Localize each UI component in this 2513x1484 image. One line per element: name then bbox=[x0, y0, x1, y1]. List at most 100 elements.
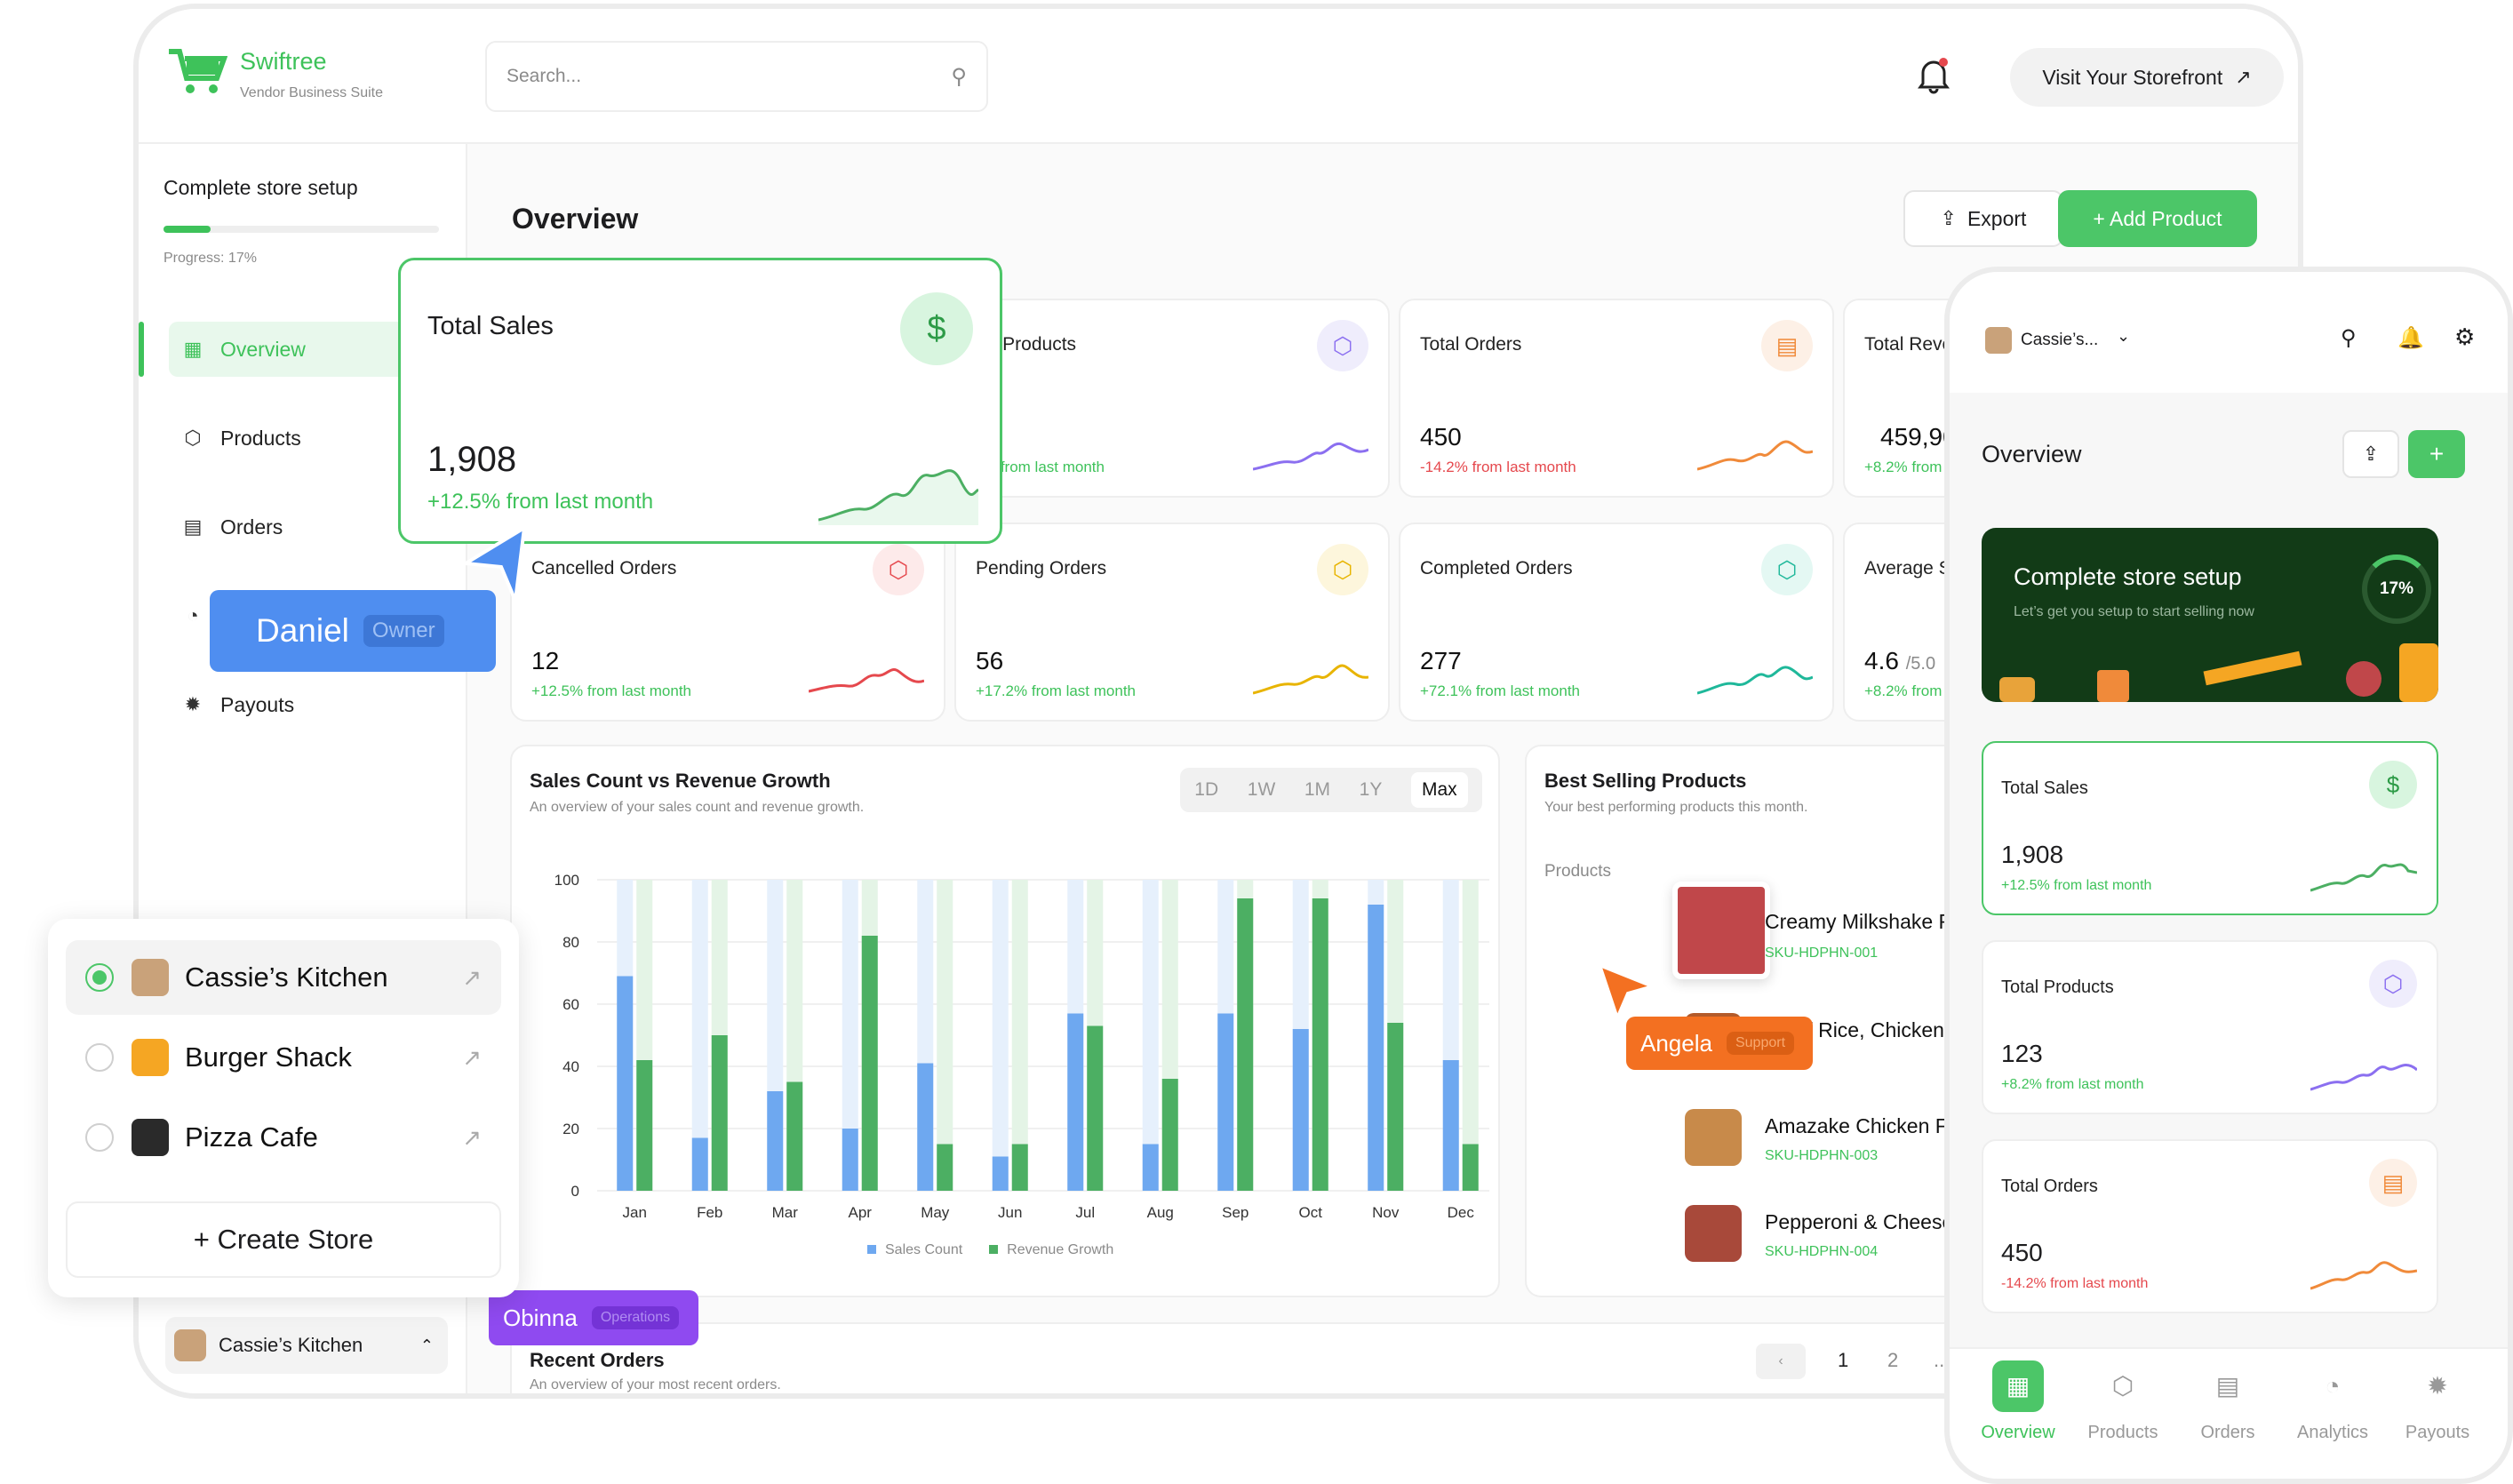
bar-revenue-growth bbox=[1161, 1079, 1178, 1191]
legend-label: Revenue Growth bbox=[1007, 1242, 1114, 1257]
sparkline bbox=[1253, 664, 1368, 695]
setup-title: Complete store setup bbox=[164, 176, 358, 199]
stat-title: Total Sales bbox=[2001, 778, 2088, 798]
export-button[interactable]: ⇪ Export bbox=[1903, 190, 2063, 247]
bar-sales-count bbox=[1142, 1144, 1159, 1191]
bar-revenue-growth bbox=[1237, 898, 1254, 1191]
bar-sales-count bbox=[1442, 1060, 1459, 1191]
total-sales-card[interactable]: Total Sales $ 1,908 +12.5% from last mon… bbox=[398, 258, 1002, 544]
mobile-nav-analytics[interactable]: ◔ Analytics bbox=[2280, 1360, 2385, 1443]
x-tick-label: Jun bbox=[998, 1204, 1022, 1221]
radio-unselected[interactable] bbox=[85, 1043, 114, 1072]
mobile-upload-button[interactable]: ⇪ bbox=[2342, 430, 2399, 478]
mobile-nav-products[interactable]: ⬡ Products bbox=[2070, 1360, 2175, 1443]
recent-orders-title: Recent Orders bbox=[530, 1349, 665, 1371]
mobile-store-name[interactable]: Cassie’s... bbox=[2021, 331, 2099, 349]
bar-track bbox=[691, 880, 708, 1191]
store-switcher-label: Cassie’s Kitchen bbox=[219, 1334, 363, 1356]
mobile-card-total-sales[interactable]: Total Sales 1,908 +12.5% from last month… bbox=[1982, 741, 2438, 915]
setup-progress-label: Progress: 17% bbox=[164, 251, 257, 266]
cursor-label-angela: Angela Support bbox=[1626, 1017, 1813, 1070]
x-tick-label: Dec bbox=[1448, 1204, 1475, 1221]
sparkline bbox=[1697, 440, 1813, 471]
gear-icon[interactable]: ⚙ bbox=[2454, 323, 2476, 350]
store-switcher[interactable]: Cassie’s Kitchen ⌃ bbox=[165, 1317, 448, 1374]
sidebar-item-overview[interactable]: ▦ Overview bbox=[169, 322, 435, 377]
chart-subtitle: An overview of your sales count and reve… bbox=[530, 800, 865, 815]
pagination-page-1[interactable]: 1 bbox=[1838, 1349, 1849, 1371]
legend-revenue-growth: Revenue Growth bbox=[989, 1242, 1113, 1258]
bell-icon[interactable]: 🔔 bbox=[2397, 326, 2424, 350]
external-link-icon[interactable]: ↗ bbox=[462, 1123, 482, 1151]
stat-card-total-orders[interactable]: Total Orders 450 -14.2% from last month … bbox=[1399, 299, 1834, 498]
search-input[interactable]: Search... ⚲ bbox=[485, 41, 988, 112]
bell-icon[interactable] bbox=[1916, 55, 1951, 94]
pagination-page-2[interactable]: 2 bbox=[1887, 1349, 1899, 1371]
stat-card-completed-orders[interactable]: Completed Orders 277 +72.1% from last mo… bbox=[1399, 523, 1834, 722]
external-link-icon[interactable]: ↗ bbox=[462, 963, 482, 991]
sidebar-item-payouts[interactable]: ✹ Payouts bbox=[169, 677, 435, 732]
stat-title: Pending Orders bbox=[976, 558, 1107, 578]
store-logo-icon bbox=[174, 1329, 206, 1361]
mobile-nav-overview[interactable]: ▦ Overview bbox=[1966, 1360, 2070, 1443]
radio-unselected[interactable] bbox=[85, 1123, 114, 1152]
stat-value: 450 bbox=[1420, 423, 1462, 451]
sidebar-item-orders[interactable]: ▤ Orders bbox=[169, 499, 435, 555]
stat-title: Total Products bbox=[2001, 977, 2114, 997]
sidebar-item-analytics[interactable]: ◔ bbox=[169, 588, 435, 643]
mobile-card-total-products[interactable]: Total Products 123 +8.2% from last month… bbox=[1982, 940, 2438, 1114]
radio-selected[interactable] bbox=[85, 963, 114, 992]
cursor-pointer-icon bbox=[1596, 961, 1658, 1024]
external-link-icon[interactable]: ↗ bbox=[462, 1043, 482, 1071]
sidebar-item-products[interactable]: ⬡ Products bbox=[169, 411, 435, 466]
range-tab-1w[interactable]: 1W bbox=[1247, 779, 1276, 800]
bar-sales-count bbox=[992, 1156, 1009, 1191]
pending-box-icon: ⬡ bbox=[1317, 544, 1368, 595]
progress-ring: 17% bbox=[2362, 555, 2431, 624]
bar-sales-count bbox=[617, 976, 634, 1191]
mobile-add-button[interactable]: + bbox=[2408, 430, 2465, 478]
chevron-down-icon[interactable]: ⌄ bbox=[2117, 327, 2131, 345]
mobile-nav-orders[interactable]: ▤ Orders bbox=[2175, 1360, 2280, 1443]
y-tick-label: 60 bbox=[562, 996, 579, 1013]
store-option-pizza-cafe[interactable]: Pizza Cafe ↗ bbox=[66, 1100, 501, 1175]
store-option-burger-shack[interactable]: Burger Shack ↗ bbox=[66, 1020, 501, 1095]
bar-sales-count bbox=[842, 1129, 858, 1191]
sparkline bbox=[1253, 442, 1368, 471]
visit-storefront-button[interactable]: Visit Your Storefront ↗ bbox=[2010, 48, 2284, 107]
x-tick-label: Feb bbox=[697, 1204, 722, 1221]
bar-track bbox=[937, 880, 953, 1191]
mobile-card-total-orders[interactable]: Total Orders 450 -14.2% from last month … bbox=[1982, 1139, 2438, 1313]
pagination-prev[interactable]: ‹ bbox=[1756, 1344, 1806, 1379]
range-tab-max[interactable]: Max bbox=[1410, 772, 1468, 808]
store-option-cassies-kitchen[interactable]: Cassie’s Kitchen ↗ bbox=[66, 940, 501, 1015]
stat-delta: -14.2% from last month bbox=[2001, 1276, 2149, 1291]
setup-progress-bar bbox=[164, 226, 439, 233]
add-product-button[interactable]: + Add Product bbox=[2058, 190, 2257, 247]
search-icon[interactable]: ⚲ bbox=[951, 65, 967, 89]
range-tab-1d[interactable]: 1D bbox=[1194, 779, 1219, 800]
store-name: Burger Shack bbox=[185, 1041, 352, 1073]
stat-card-total-products[interactable]: al Products 3 % from last month ⬡ bbox=[954, 299, 1390, 498]
bar-revenue-growth bbox=[937, 1144, 953, 1191]
range-tab-1y[interactable]: 1Y bbox=[1359, 779, 1383, 800]
best-selling-title: Best Selling Products bbox=[1544, 770, 1747, 792]
setup-banner[interactable]: Complete store setup Let’s get you setup… bbox=[1982, 528, 2438, 702]
bar-sales-count bbox=[1217, 1013, 1234, 1191]
stat-card-cancelled-orders[interactable]: Cancelled Orders 12 +12.5% from last mon… bbox=[510, 523, 945, 722]
bag-icon: ▤ bbox=[2369, 1159, 2417, 1207]
bar-sales-count bbox=[1368, 905, 1384, 1191]
create-store-button[interactable]: + Create Store bbox=[66, 1201, 501, 1278]
stat-title: al Products bbox=[983, 334, 1077, 355]
range-tab-1m[interactable]: 1M bbox=[1304, 779, 1331, 800]
search-icon[interactable]: ⚲ bbox=[2341, 326, 2357, 350]
mobile-app-frame: Cassie’s... ⌄ ⚲ 🔔 ⚙ Overview ⇪ + Complet… bbox=[1944, 267, 2513, 1484]
sidebar-item-label: Orders bbox=[220, 515, 283, 539]
stat-card-pending-orders[interactable]: Pending Orders 56 +17.2% from last month… bbox=[954, 523, 1390, 722]
sparkline bbox=[2310, 1261, 2417, 1290]
bar-revenue-growth bbox=[1011, 1144, 1028, 1191]
mobile-nav-payouts[interactable]: ✹ Payouts bbox=[2385, 1360, 2490, 1443]
stat-value: 12 bbox=[531, 647, 560, 674]
desktop-app-frame: Swiftree Vendor Business Suite Search...… bbox=[133, 4, 2303, 1399]
stat-title: Total Orders bbox=[2001, 1177, 2098, 1196]
